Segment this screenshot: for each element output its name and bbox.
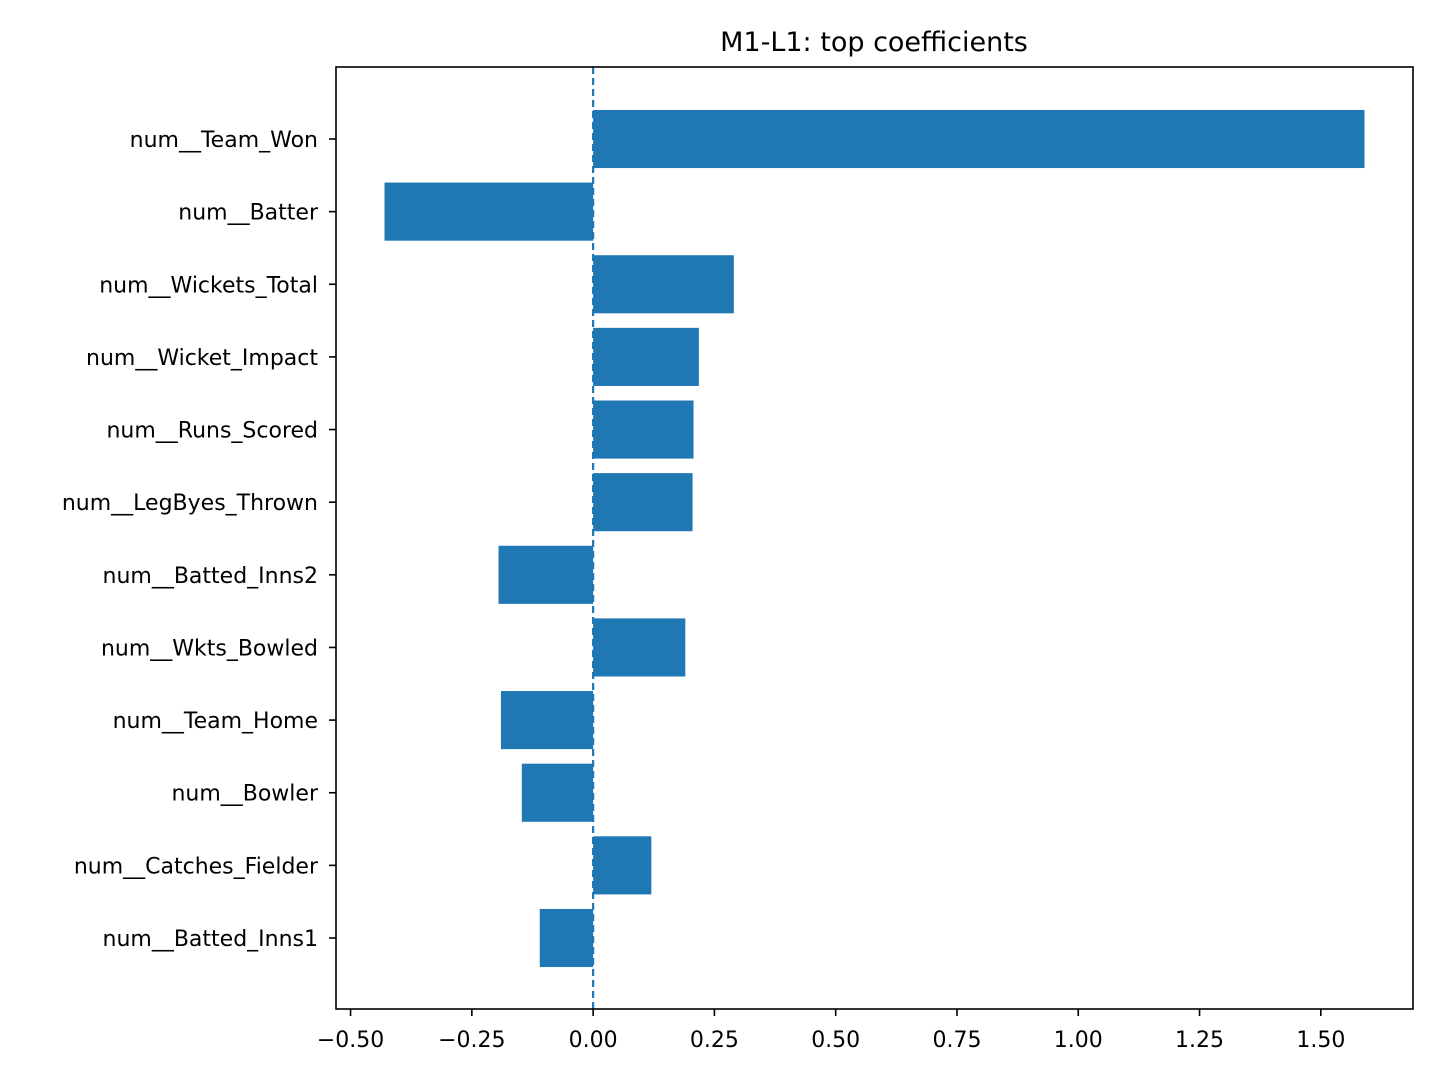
bar-num__Catches_Fielder (593, 836, 652, 895)
bars-layer (384, 109, 1365, 968)
bar-num__Team_Home (500, 691, 594, 750)
bar-num__Batted_Inns1 (539, 908, 594, 968)
y-tick-label: num__Batted_Inns1 (103, 927, 318, 952)
x-axis-ticks: −0.50 −0.25 0.00 0.25 0.50 0.75 1.00 1.25 1.50 (317, 1009, 1345, 1053)
plot-area-frame (335, 66, 1414, 1010)
y-tick-label: num__Batted_Inns2 (103, 564, 318, 589)
y-tick-label: num__Batter (178, 201, 319, 226)
y-tick-label: num__Team_Home (113, 709, 318, 734)
x-tick-label: 0.00 (569, 1028, 618, 1053)
x-tick-label: 1.00 (1054, 1028, 1103, 1053)
x-tick-label: −0.25 (438, 1028, 505, 1053)
x-tick-label: 1.50 (1296, 1028, 1345, 1053)
bar-num__Batter (384, 182, 594, 241)
y-tick-label: num__Wickets_Total (99, 273, 318, 298)
bar-num__Bowler (521, 763, 594, 822)
y-tick-label: num__LegByes_Thrown (62, 491, 318, 516)
bar-num__Wkts_Bowled (593, 618, 686, 677)
x-tick-label: 0.50 (811, 1028, 860, 1053)
x-tick-label: −0.50 (317, 1028, 384, 1053)
x-tick-label: 1.25 (1175, 1028, 1224, 1053)
bar-num__Wicket_Impact (593, 327, 699, 386)
bar-num__Team_Won (593, 109, 1365, 169)
x-tick-label: 0.75 (932, 1028, 981, 1053)
x-tick-label: 0.25 (690, 1028, 739, 1053)
y-tick-label: num__Wkts_Bowled (101, 636, 318, 661)
y-axis-ticks: num__Team_Won num__Batter num__Wickets_Tot… (62, 128, 336, 952)
bar-num__Batted_Inns2 (498, 545, 594, 604)
y-tick-label: num__Bowler (171, 782, 319, 807)
y-tick-label: num__Team_Won (130, 128, 318, 153)
y-tick-label: num__Catches_Fielder (74, 854, 319, 879)
bar-num__LegByes_Thrown (593, 473, 693, 532)
bar-num__Wickets_Total (593, 255, 734, 314)
y-tick-label: num__Wicket_Impact (86, 346, 318, 371)
bar-num__Runs_Scored (593, 400, 694, 459)
y-tick-label: num__Runs_Scored (106, 419, 318, 444)
chart-title: M1-L1: top coefficients (720, 27, 1028, 58)
